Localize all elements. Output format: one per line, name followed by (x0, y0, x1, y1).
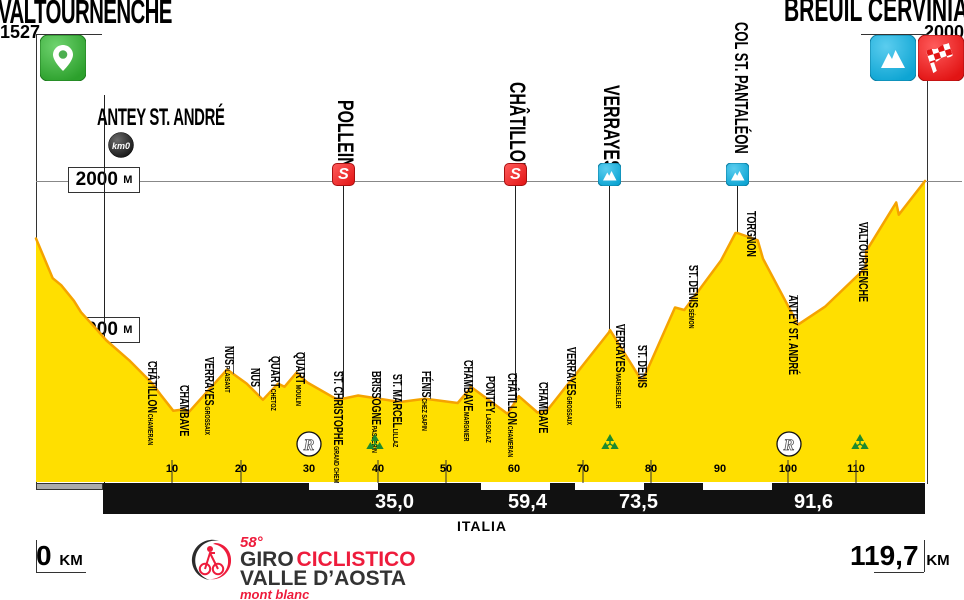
svg-text:R: R (783, 437, 795, 454)
svg-text:R: R (303, 437, 315, 454)
svg-text:90: 90 (714, 463, 726, 475)
svg-text:30: 30 (303, 463, 315, 475)
svg-text:60: 60 (508, 463, 520, 475)
